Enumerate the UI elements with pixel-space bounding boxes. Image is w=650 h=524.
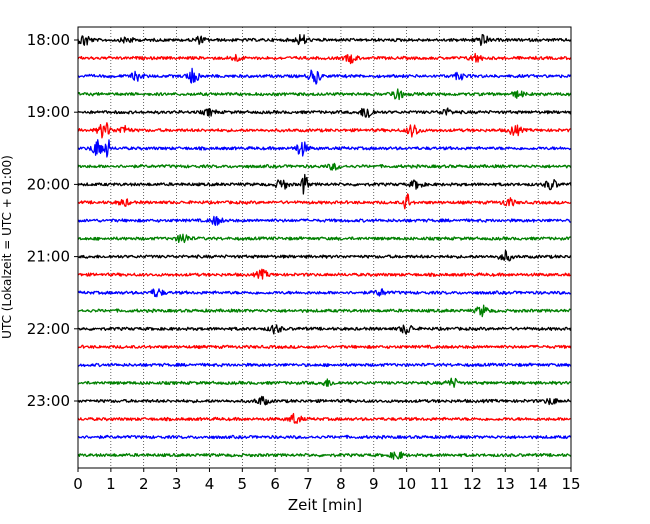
x-tick-label: 1 — [106, 475, 116, 493]
y-axis-label: UTC (Lokalzeit = UTC + 01:00) — [0, 155, 14, 339]
seismogram-trace — [77, 233, 572, 244]
x-tick-label: 3 — [172, 475, 182, 493]
seismogram-trace — [77, 139, 572, 158]
x-axis-ticks: 0 1 2 3 4 5 6 7 8 9 10 11 12 13 14 15 — [73, 468, 581, 493]
y-tick-label: 21:00 — [27, 248, 70, 266]
y-tick-label: 19:00 — [27, 103, 70, 121]
x-tick-label: 9 — [369, 475, 379, 493]
seismogram-trace — [77, 107, 572, 118]
seismogram-trace — [77, 268, 572, 280]
seismogram-trace — [77, 88, 572, 101]
seismogram-trace — [77, 193, 572, 210]
seismogram-trace — [77, 344, 572, 350]
y-tick-label: 23:00 — [27, 392, 70, 410]
seismogram-trace — [77, 362, 572, 368]
x-tick-label: 15 — [561, 475, 580, 493]
x-tick-label: 2 — [139, 475, 149, 493]
seismogram-trace — [77, 249, 572, 262]
seismogram-trace — [77, 412, 572, 425]
seismogram-trace — [77, 34, 572, 47]
x-tick-label: 5 — [238, 475, 248, 493]
y-axis-ticks: 18:00 19:00 20:00 21:00 22:00 23:00 — [27, 31, 78, 410]
seismogram-trace — [77, 395, 572, 406]
seismogram-trace — [77, 451, 572, 460]
x-tick-label: 8 — [336, 475, 346, 493]
x-axis-label: Zeit [min] — [288, 496, 362, 514]
x-tick-label: 11 — [430, 475, 449, 493]
seismogram-trace — [77, 288, 572, 298]
seismogram-trace — [77, 173, 572, 195]
y-tick-label: 22:00 — [27, 320, 70, 338]
seismogram-trace — [77, 67, 572, 85]
x-tick-label: 6 — [270, 475, 280, 493]
x-tick-label: 7 — [303, 475, 313, 493]
x-tick-label: 13 — [496, 475, 515, 493]
seismogram-trace — [77, 215, 572, 226]
seismogram-trace — [77, 304, 572, 318]
trace-group — [77, 34, 572, 460]
seismogram-trace — [77, 377, 572, 388]
x-tick-label: 4 — [205, 475, 215, 493]
x-tick-label: 0 — [73, 475, 83, 493]
x-tick-label: 14 — [529, 475, 548, 493]
y-tick-label: 20:00 — [27, 175, 70, 193]
seismogram-trace — [77, 434, 572, 440]
y-tick-label: 18:00 — [27, 31, 70, 49]
seismogram-trace — [77, 162, 572, 171]
seismogram-trace — [77, 122, 572, 139]
seismogram-trace — [77, 52, 572, 65]
seismogram-trace — [77, 324, 572, 335]
plot-frame — [77, 26, 572, 469]
x-tick-label: 12 — [463, 475, 482, 493]
x-tick-label: 10 — [397, 475, 416, 493]
